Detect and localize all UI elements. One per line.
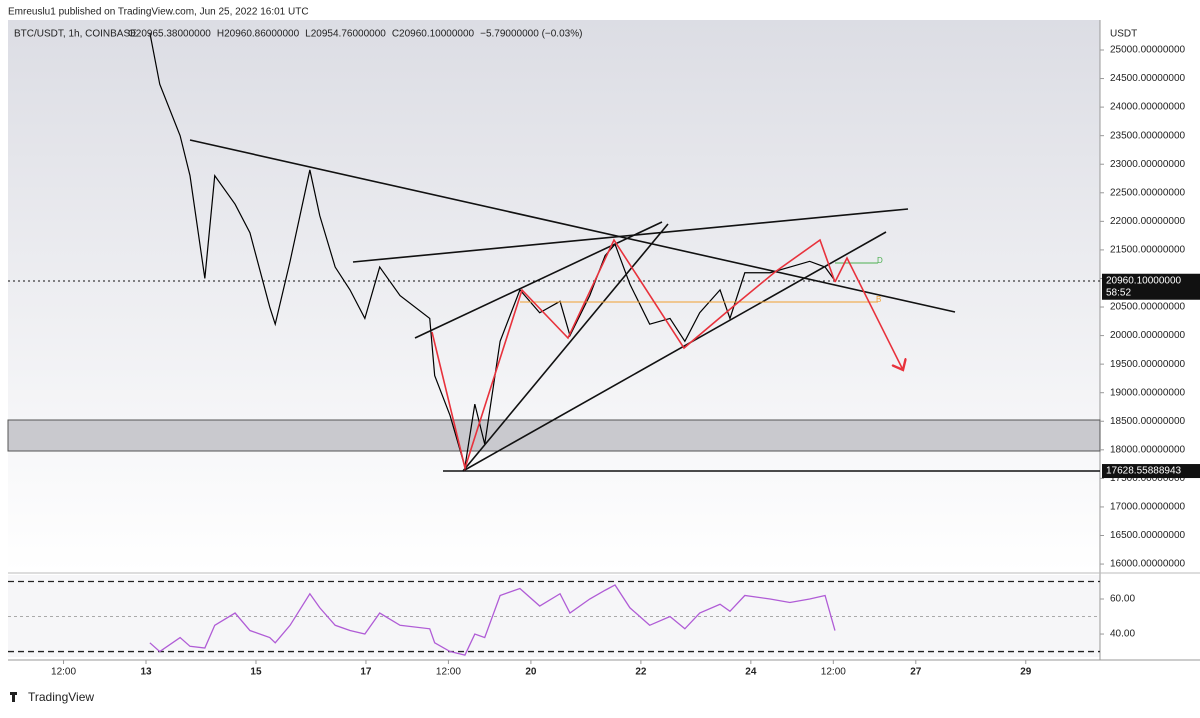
y-tick-label: 22500.00000000 [1110,187,1186,198]
y-tick-label: 24500.00000000 [1110,73,1186,84]
x-tick-label: 27 [910,667,922,678]
price-line [149,32,836,468]
trend-lines [189,139,1100,472]
wave-path [431,238,836,471]
x-tick-label: 20 [525,667,537,678]
y-tick-label: 22000.00000000 [1110,216,1186,227]
header: Emreuslu1 published on TradingView.com, … [8,7,309,18]
x-tick-label: 12:00 [436,667,461,678]
support-zone [7,419,1101,452]
y-tick-label: 20500.00000000 [1110,302,1186,313]
y-tick-label: 18500.00000000 [1110,416,1186,427]
y-tick-label: 19500.00000000 [1110,359,1186,370]
x-tick-label: 13 [140,667,152,678]
y-tick-label: 25000.00000000 [1110,45,1186,56]
y-tick-label: 16000.00000000 [1110,559,1186,570]
countdown: 58:52 [1106,287,1131,298]
y-tick-label: 19000.00000000 [1110,387,1186,398]
rsi-bg [8,575,1100,657]
y-tick-label: 40.00 [1110,629,1135,640]
y-tick-label: 20000.00000000 [1110,330,1186,341]
y-tick-label: 60.00 [1110,594,1135,605]
ohlc: O20965.38000000 H20960.86000000 L20954.760… [128,29,582,40]
ohlc-value: L20954.76000000 [305,29,386,40]
x-tick-label: 17 [360,667,372,678]
price-mark-label: 20960.10000000 [1106,275,1182,286]
projection-arrow [834,256,903,370]
ohlc-value: O20965.38000000 [128,29,211,40]
y-tick-label: 21500.00000000 [1110,245,1186,256]
label-b: B [876,295,881,304]
y-tick-label: 23500.00000000 [1110,130,1186,141]
x-tick-label: 24 [745,667,757,678]
axis-unit: USDT [1110,29,1137,40]
x-tick-label: 29 [1020,667,1032,678]
x-tick-label: 12:00 [51,667,76,678]
y-tick-label: 18000.00000000 [1110,444,1186,455]
symbol: BTC/USDT, 1h, COINBASE [14,29,137,40]
price-mark-box [1102,464,1200,479]
y-tick-label: 17000.00000000 [1110,502,1186,513]
y-tick-label: 17500.00000000 [1110,473,1186,484]
y-tick-label: 24000.00000000 [1110,102,1186,113]
ohlc-value: H20960.86000000 [217,29,300,40]
price-mark-label: 17628.55888943 [1106,466,1182,477]
x-tick-label: 12:00 [821,667,846,678]
ohlc-value: C20960.10000000 [392,29,475,40]
price-mark-box [1102,273,1200,300]
ohlc-value: −5.79000000 (−0.03%) [480,29,582,40]
label-d: D [877,256,883,265]
y-tick-label: 16500.00000000 [1110,530,1186,541]
footer: TradingView [28,690,94,704]
plot-bg [8,20,1100,572]
x-tick-label: 22 [635,667,647,678]
logo [10,692,17,702]
y-tick-label: 23000.00000000 [1110,159,1186,170]
x-tick-label: 15 [250,667,262,678]
price-line [149,584,836,656]
